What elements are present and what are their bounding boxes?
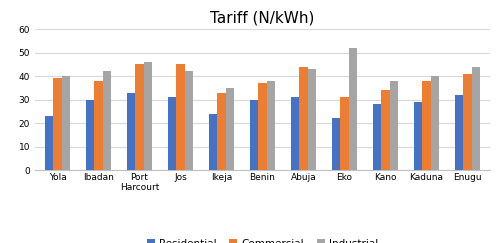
Bar	[291, 97, 300, 170]
Title: Tariff (N/kWh): Tariff (N/kWh)	[210, 10, 314, 25]
Legend: Residential, Commercial, Industrial: Residential, Commercial, Industrial	[142, 234, 382, 243]
Bar	[266, 81, 275, 170]
Bar	[168, 97, 176, 170]
Bar	[422, 81, 430, 170]
Bar	[45, 116, 54, 170]
Bar	[430, 76, 439, 170]
Bar	[300, 67, 308, 170]
Bar	[308, 69, 316, 170]
Bar	[86, 100, 94, 170]
Bar	[209, 114, 218, 170]
Bar	[340, 97, 348, 170]
Bar	[332, 118, 340, 170]
Bar	[176, 64, 184, 170]
Bar	[258, 83, 266, 170]
Bar	[455, 95, 464, 170]
Bar	[62, 76, 70, 170]
Bar	[94, 81, 102, 170]
Bar	[390, 81, 398, 170]
Bar	[250, 100, 258, 170]
Bar	[382, 90, 390, 170]
Bar	[464, 74, 471, 170]
Bar	[348, 48, 357, 170]
Bar	[218, 93, 226, 170]
Bar	[127, 93, 136, 170]
Bar	[472, 67, 480, 170]
Bar	[373, 104, 382, 170]
Bar	[136, 64, 143, 170]
Bar	[226, 88, 234, 170]
Bar	[54, 78, 62, 170]
Bar	[414, 102, 422, 170]
Bar	[102, 71, 111, 170]
Bar	[144, 62, 152, 170]
Bar	[184, 71, 193, 170]
